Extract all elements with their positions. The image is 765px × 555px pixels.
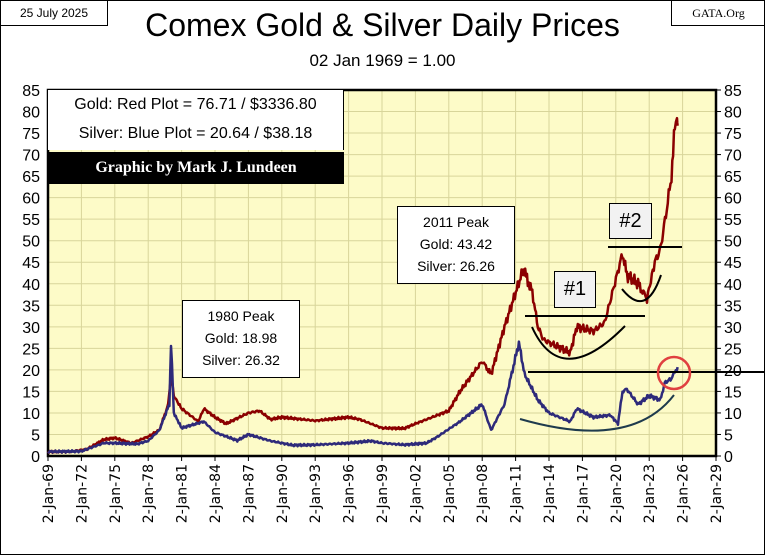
silver-base-curve — [519, 394, 675, 432]
y-tick-label-right: 15 — [724, 384, 742, 401]
credit-banner: Graphic by Mark J. Lundeen — [48, 152, 344, 184]
legend-gold: Gold: Red Plot = 76.71 / $3336.80 — [74, 96, 317, 113]
y-tick-label-left: 50 — [22, 234, 40, 251]
x-tick-label: 2-Jan-72 — [74, 464, 90, 523]
y-tick-label-right: 40 — [724, 277, 742, 294]
y-tick-label-left: 60 — [22, 191, 40, 208]
chart-subtitle: 02 Jan 1969 = 1.00 — [309, 51, 456, 70]
cup-curve-1 — [531, 325, 626, 360]
x-tick-label: 2-Jan-84 — [208, 464, 224, 523]
y-tick-label-left: 55 — [22, 212, 40, 229]
y-tick-label-right: 5 — [724, 427, 733, 444]
legend-silver: Silver: Blue Plot = 20.64 / $38.18 — [78, 125, 313, 142]
date-label: 25 July 2025 — [1, 1, 108, 26]
annotation-title: 2011 Peak — [423, 214, 489, 230]
y-tick-label-right: 65 — [724, 169, 742, 186]
y-tick-label-left: 5 — [31, 427, 40, 444]
y-tick-label-left: 45 — [22, 255, 40, 272]
chart-title: Comex Gold & Silver Daily Prices — [145, 7, 620, 43]
cup-curve-2 — [621, 274, 662, 303]
y-tick-label-right: 35 — [724, 298, 742, 315]
x-tick-label: 2-Jan-81 — [175, 464, 191, 523]
y-tick-label-left: 75 — [22, 126, 40, 143]
x-tick-label: 2-Jan-99 — [375, 464, 391, 523]
x-tick-label: 2-Jan-23 — [642, 464, 658, 523]
x-tick-label: 2-Jan-75 — [108, 464, 124, 523]
y-tick-label-right: 0 — [724, 449, 733, 466]
y-tick-label-left: 80 — [22, 105, 40, 122]
x-tick-label: 2-Jan-93 — [308, 464, 324, 523]
y-tick-label-right: 10 — [724, 406, 742, 423]
label-1: #1 — [554, 271, 596, 308]
x-tick-label: 2-Jan-87 — [241, 464, 257, 523]
y-tick-label-left: 30 — [22, 320, 40, 337]
x-tick-label: 2-Jan-69 — [41, 464, 57, 523]
x-tick-label: 2-Jan-11 — [509, 464, 525, 523]
annotation-silver: Silver: 26.32 — [202, 352, 280, 368]
y-tick-label-right: 70 — [724, 148, 742, 165]
y-tick-label-left: 20 — [22, 363, 40, 380]
gold-series-line — [46, 116, 679, 455]
x-tick-label: 2-Jan-14 — [542, 464, 558, 523]
y-tick-label-right: 50 — [724, 234, 742, 251]
label-2: #2 — [609, 203, 652, 239]
y-tick-label-left: 35 — [22, 298, 40, 315]
x-tick-label: 2-Jan-20 — [609, 464, 625, 523]
legend-box: Gold: Red Plot = 76.71 / $3336.80 Silver… — [48, 90, 344, 150]
y-tick-label-right: 85 — [724, 83, 742, 100]
source-label: GATA.Org — [671, 1, 764, 26]
y-tick-label-left: 65 — [22, 169, 40, 186]
y-tick-label-left: 85 — [22, 83, 40, 100]
y-tick-label-left: 40 — [22, 277, 40, 294]
annotation-title: 1980 Peak — [207, 308, 275, 324]
x-tick-label: 2-Jan-90 — [275, 464, 291, 523]
silver-series-line — [47, 340, 679, 454]
y-tick-label-left: 25 — [22, 341, 40, 358]
x-tick-label: 2-Jan-78 — [141, 464, 157, 523]
y-tick-label-left: 10 — [22, 406, 40, 423]
x-tick-label: 2-Jan-08 — [475, 464, 491, 523]
y-tick-label-left: 0 — [31, 449, 40, 466]
x-tick-label: 2-Jan-02 — [408, 464, 424, 523]
y-tick-label-right: 30 — [724, 320, 742, 337]
annotation-2011-peak: 2011 Peak Gold: 43.42 Silver: 26.26 — [397, 206, 515, 284]
y-tick-label-right: 55 — [724, 212, 742, 229]
highlight-circle — [656, 355, 692, 391]
y-tick-label-right: 75 — [724, 126, 742, 143]
y-tick-label-right: 25 — [724, 341, 742, 358]
y-tick-label-right: 45 — [724, 255, 742, 272]
annotation-gold: Gold: 43.42 — [419, 236, 493, 252]
y-tick-label-right: 60 — [724, 191, 742, 208]
x-tick-label: 2-Jan-26 — [676, 464, 692, 523]
annotation-silver: Silver: 26.26 — [417, 258, 495, 274]
y-tick-label-left: 70 — [22, 148, 40, 165]
annotation-gold: Gold: 18.98 — [204, 330, 278, 346]
x-tick-label: 2-Jan-96 — [342, 464, 358, 523]
plot-border — [46, 88, 718, 458]
y-tick-label-left: 15 — [22, 384, 40, 401]
x-tick-label: 2-Jan-29 — [709, 464, 725, 523]
x-tick-label: 2-Jan-17 — [575, 464, 591, 523]
y-tick-label-right: 80 — [724, 105, 742, 122]
x-tick-label: 2-Jan-05 — [442, 464, 458, 523]
annotation-1980-peak: 1980 Peak Gold: 18.98 Silver: 26.32 — [182, 300, 300, 378]
